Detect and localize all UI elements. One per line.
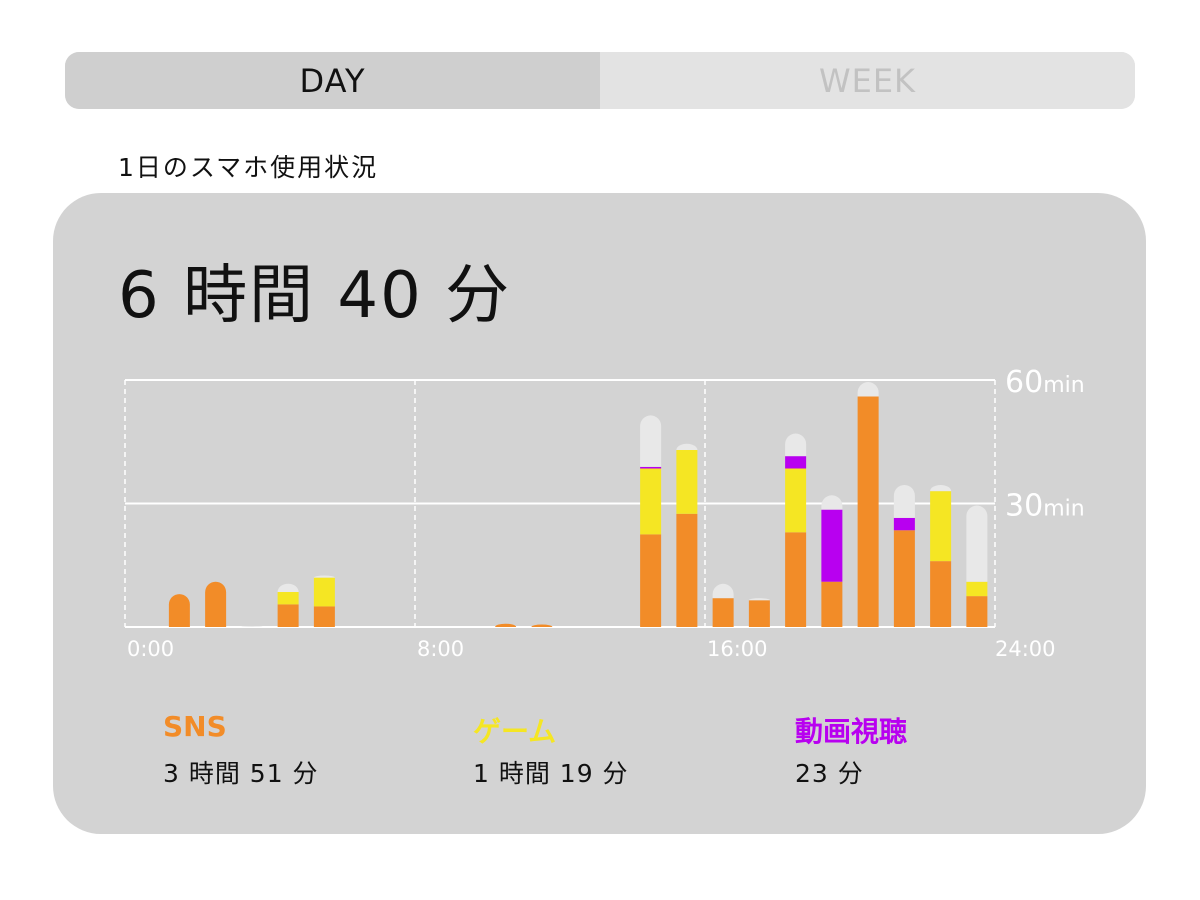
- bar-segment-14-2: [640, 466, 662, 469]
- bar-hour-20: [857, 382, 879, 627]
- legend-video: 動画視聴 23 分: [795, 710, 907, 790]
- bar-hour-1: [168, 594, 190, 627]
- bar-segment-15-3: [676, 443, 698, 450]
- tab-week[interactable]: WEEK: [600, 52, 1135, 109]
- bar-segment-20-0: [857, 396, 879, 627]
- bar-segment-21-3: [893, 484, 915, 518]
- bar-segment-21-0: [893, 530, 915, 627]
- bar-segment-22-0: [930, 561, 952, 627]
- bar-segment-4-1: [277, 592, 299, 605]
- bar-segment-23-1: [966, 581, 988, 597]
- bar-segment-18-2: [785, 456, 807, 469]
- bar-segment-21-2: [893, 517, 915, 531]
- bar-segment-5-1: [313, 577, 335, 607]
- bar-segment-10-0: [495, 623, 517, 627]
- bar-segment-2-0: [205, 581, 227, 627]
- period-tabs: DAY WEEK: [65, 52, 1135, 109]
- bar-segment-22-3: [930, 484, 952, 492]
- bar-segment-3-3: [241, 626, 263, 627]
- bar-hour-14: [640, 415, 662, 627]
- bar-segment-15-1: [676, 449, 698, 514]
- bar-segment-18-3: [785, 433, 807, 457]
- legend-sns-value: 3 時間 51 分: [163, 759, 319, 788]
- usage-card: [53, 193, 1146, 834]
- x-tick-label: 0:00: [127, 637, 174, 661]
- bar-hour-16: [712, 583, 734, 627]
- bar-segment-18-0: [785, 532, 807, 627]
- bar-hour-21: [893, 484, 915, 627]
- bar-segment-20-3: [857, 382, 879, 397]
- bar-segment-19-2: [821, 509, 843, 582]
- bar-hour-5: [313, 575, 335, 627]
- bar-segment-16-3: [712, 583, 734, 599]
- bar-hour-4: [277, 583, 299, 627]
- legend-video-label: 動画視聴: [795, 715, 908, 748]
- bar-hour-15: [676, 443, 698, 627]
- bar-segment-5-0: [313, 606, 335, 627]
- bar-segment-5-3: [313, 575, 335, 578]
- bar-hour-23: [966, 505, 988, 627]
- bar-segment-4-3: [277, 583, 299, 593]
- bar-segment-16-0: [712, 598, 734, 627]
- bar-segment-19-0: [821, 581, 843, 627]
- bar-hour-2: [205, 581, 227, 627]
- y-tick-label: 60min: [1005, 365, 1085, 400]
- bar-segment-11-0: [531, 624, 553, 627]
- x-tick-label: 8:00: [417, 637, 464, 661]
- bar-segment-17-3: [748, 598, 770, 601]
- legend-game-value: 1 時間 19 分: [473, 759, 629, 788]
- bar-hour-22: [930, 484, 952, 627]
- page-subtitle: 1日のスマホ使用状況: [118, 153, 379, 182]
- legend-sns: SNS 3 時間 51 分: [163, 710, 319, 790]
- y-tick-label: 30min: [1005, 489, 1085, 524]
- bar-segment-14-3: [640, 415, 662, 467]
- bar-segment-23-0: [966, 596, 988, 627]
- bar-hour-17: [748, 598, 770, 627]
- x-tick-label: 16:00: [707, 637, 768, 661]
- total-usage-time: 6 時間 40 分: [118, 259, 512, 333]
- bar-hour-18: [785, 433, 807, 627]
- x-tick-label: 24:00: [995, 637, 1056, 661]
- bar-segment-18-1: [785, 468, 807, 533]
- legend-video-value: 23 分: [795, 759, 864, 788]
- bar-segment-15-0: [676, 513, 698, 627]
- bar-segment-1-0: [168, 594, 190, 627]
- bar-segment-14-0: [640, 534, 662, 627]
- bar-segment-23-3: [966, 505, 988, 582]
- bar-hour-19: [821, 495, 843, 627]
- bar-hour-10: [495, 623, 517, 627]
- bar-segment-22-1: [930, 491, 952, 562]
- bar-segment-19-3: [821, 495, 843, 510]
- bar-segment-14-1: [640, 468, 662, 535]
- bar-segment-17-0: [748, 600, 770, 627]
- bar-hour-11: [531, 624, 553, 627]
- bar-segment-4-0: [277, 604, 299, 627]
- legend-sns-label: SNS: [163, 710, 227, 743]
- bar-hour-3: [241, 626, 263, 627]
- legend-game-label: ゲーム: [473, 715, 557, 748]
- legend-game: ゲーム 1 時間 19 分: [473, 710, 629, 790]
- tab-day[interactable]: DAY: [65, 52, 600, 109]
